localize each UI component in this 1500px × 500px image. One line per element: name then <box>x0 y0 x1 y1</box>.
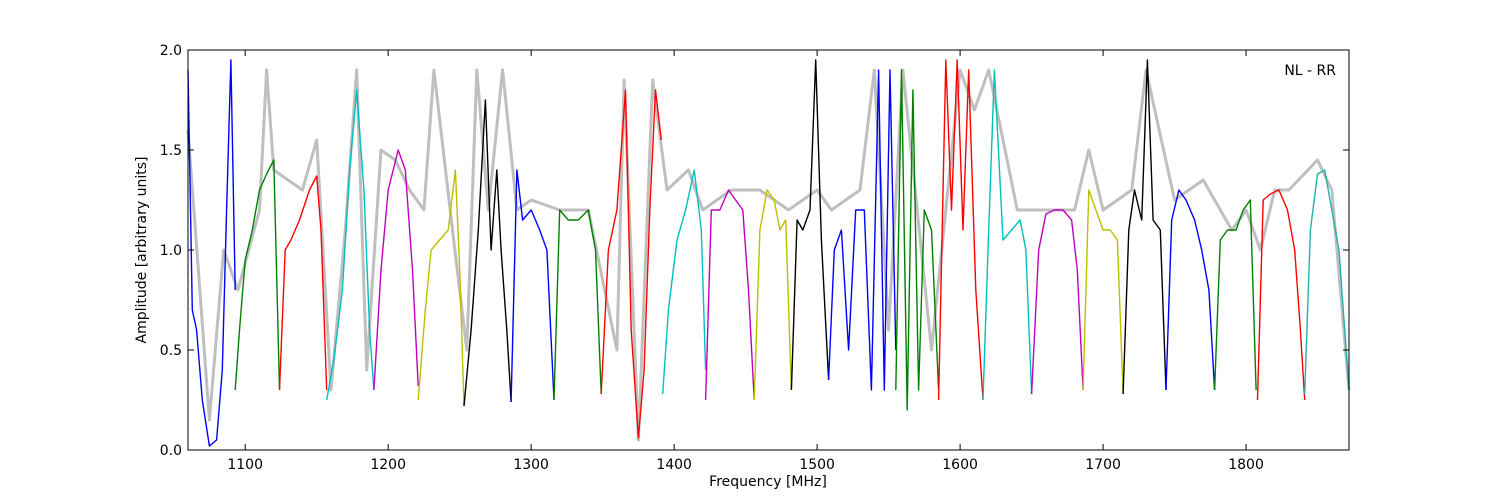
series-line-17 <box>937 59 984 401</box>
series-line-11 <box>662 169 707 395</box>
x-tick-label: 1300 <box>513 457 549 473</box>
series-line-23 <box>1213 199 1257 391</box>
x-tick-label: 1200 <box>370 457 406 473</box>
series-layer <box>187 59 1350 447</box>
series-line-1 <box>187 59 236 447</box>
series-line-15 <box>827 69 897 391</box>
series-line-9 <box>553 209 602 401</box>
series-line-25 <box>1304 169 1350 395</box>
y-tick-label: 0.5 <box>160 343 182 359</box>
series-line-19 <box>1030 209 1084 395</box>
series-line-22 <box>1165 189 1216 391</box>
y-tick-label: 1.0 <box>160 243 182 259</box>
chart-annotation: NL - RR <box>1284 63 1336 79</box>
y-axis-ticks: 0.0 0.5 1.0 1.5 2.0 <box>160 43 1349 459</box>
series-line-12 <box>704 189 755 401</box>
series-line-2 <box>234 159 281 391</box>
series-line-13 <box>753 189 793 401</box>
x-tick-label: 1400 <box>656 457 692 473</box>
x-tick-label: 1700 <box>1085 457 1121 473</box>
x-axis-ticks: 1100 1200 1300 1400 1500 1600 1700 1800 <box>227 50 1264 473</box>
x-tick-label: 1100 <box>227 457 263 473</box>
series-line-18 <box>982 69 1033 401</box>
x-tick-label: 1800 <box>1228 457 1264 473</box>
series-line-24 <box>1256 189 1306 401</box>
series-line-4 <box>326 89 375 401</box>
x-tick-label: 1600 <box>942 457 978 473</box>
y-tick-label: 1.5 <box>160 143 182 159</box>
series-line-20 <box>1082 189 1124 395</box>
series-line-8 <box>510 169 555 403</box>
series-line-14 <box>790 59 830 391</box>
series-line-10 <box>600 89 662 439</box>
series-line-7 <box>463 99 512 407</box>
y-axis-label: Amplitude [arbitrary units] <box>134 157 150 344</box>
series-line-6 <box>417 169 465 407</box>
x-axis-label: Frequency [MHz] <box>709 474 827 490</box>
series-line-3 <box>278 175 328 391</box>
series-line-16 <box>895 69 940 411</box>
series-line-5 <box>373 149 419 391</box>
x-tick-label: 1500 <box>799 457 835 473</box>
y-tick-label: 0.0 <box>160 443 182 459</box>
y-tick-label: 2.0 <box>160 43 182 59</box>
series-line-21 <box>1122 59 1167 395</box>
